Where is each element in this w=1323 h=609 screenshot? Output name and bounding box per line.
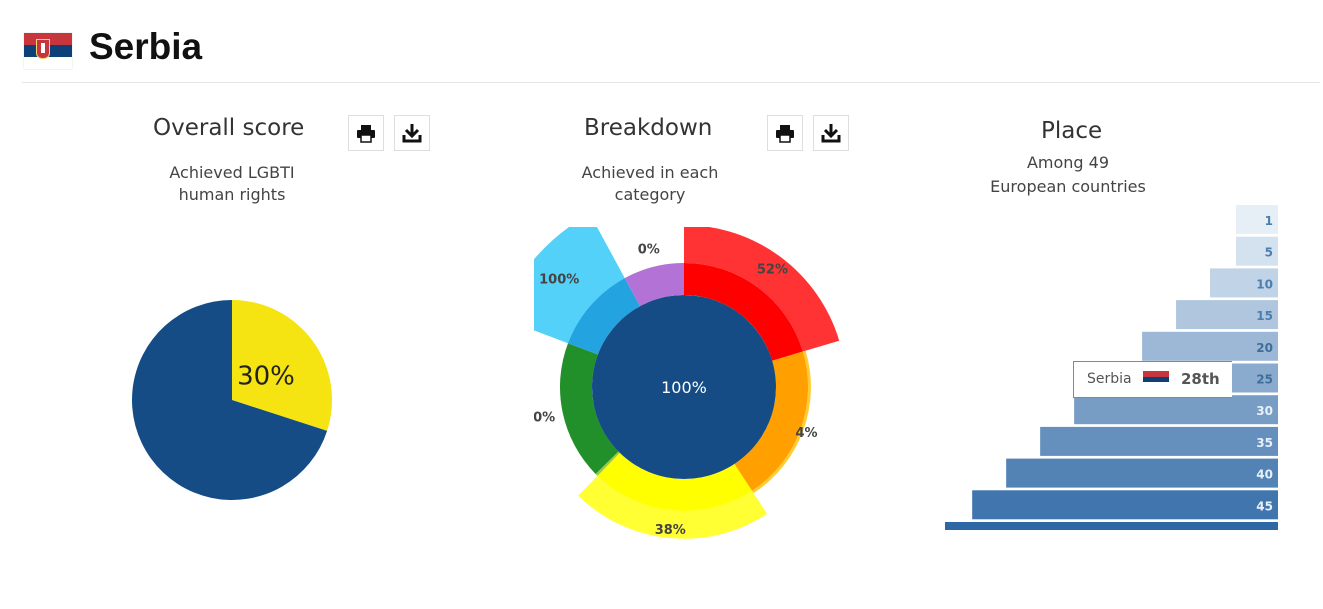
category-ring-segment-4 bbox=[560, 343, 619, 474]
rank-label: 35 bbox=[1256, 436, 1273, 450]
category-label-0: 52% bbox=[757, 262, 788, 277]
rank-label: 30 bbox=[1256, 404, 1273, 418]
category-label-4: 0% bbox=[534, 411, 555, 426]
overall-subtitle-line2: human rights bbox=[178, 185, 286, 204]
rank-label: 5 bbox=[1265, 246, 1273, 260]
tooltip-country: Serbia bbox=[1087, 371, 1132, 387]
category-achieved-wedge-1 bbox=[751, 350, 811, 494]
place-subtitle-line1: Among 49 bbox=[1026, 153, 1110, 172]
overall-score-title: Overall score bbox=[153, 115, 305, 141]
breakdown-center-label: 100% bbox=[661, 378, 707, 397]
rank-bar-15 bbox=[1176, 300, 1278, 330]
rank-label: 1 bbox=[1265, 214, 1273, 228]
category-ring-segment-2 bbox=[597, 452, 752, 511]
rank-label: 15 bbox=[1256, 309, 1273, 323]
pie-slice-label: 30% bbox=[237, 361, 295, 391]
print-button[interactable] bbox=[348, 115, 384, 151]
breakdown-subtitle-line2: category bbox=[614, 185, 686, 204]
place-title: Place bbox=[1041, 118, 1103, 144]
page-title: Serbia bbox=[89, 26, 203, 67]
rank-label: 10 bbox=[1256, 277, 1273, 291]
breakdown-title: Breakdown bbox=[584, 115, 713, 141]
page-header: Serbia bbox=[22, 20, 1320, 83]
category-ring-segment-0 bbox=[684, 263, 803, 361]
rank-label: 40 bbox=[1256, 468, 1273, 482]
category-label-2: 38% bbox=[655, 523, 686, 538]
breakdown-center bbox=[592, 295, 776, 479]
pie-slice-1 bbox=[131, 300, 328, 500]
rank-bar-35 bbox=[1040, 426, 1278, 456]
category-achieved-wedge-2 bbox=[578, 475, 768, 539]
download-icon bbox=[402, 124, 422, 143]
rank-bar-5 bbox=[1236, 236, 1278, 266]
category-ring-segment-6 bbox=[624, 263, 684, 307]
rank-bar-20 bbox=[1142, 331, 1278, 361]
breakdown-print-button[interactable] bbox=[767, 115, 803, 151]
place-subtitle-line2: European countries bbox=[990, 177, 1146, 196]
print-icon bbox=[357, 125, 375, 143]
pie-slice-0 bbox=[232, 300, 332, 431]
rank-bar-40 bbox=[1006, 458, 1278, 488]
overall-score-subtitle: Achieved LGBTI human rights bbox=[132, 162, 332, 206]
category-label-5: 100% bbox=[539, 272, 579, 287]
breakdown-download-button[interactable] bbox=[813, 115, 849, 151]
category-label-6: 0% bbox=[638, 242, 660, 257]
serbia-flag-icon bbox=[24, 33, 72, 69]
category-ring-segment-5 bbox=[567, 278, 641, 355]
overall-subtitle-line1: Achieved LGBTI bbox=[169, 163, 295, 182]
download-icon bbox=[821, 124, 841, 143]
rank-bar-30 bbox=[1074, 395, 1278, 425]
print-icon bbox=[776, 125, 794, 143]
category-ring-segment-3 bbox=[595, 451, 620, 476]
tooltip-rank: 28th bbox=[1181, 370, 1220, 388]
rank-bar-45 bbox=[972, 490, 1278, 520]
rank-bar-1 bbox=[1236, 205, 1278, 234]
breakdown-subtitle: Achieved in each category bbox=[550, 162, 750, 206]
category-label-1: 4% bbox=[795, 426, 817, 441]
breakdown-subtitle-line1: Achieved in each bbox=[581, 163, 719, 182]
place-subtitle: Among 49 European countries bbox=[968, 151, 1168, 199]
category-ring-segment-1 bbox=[734, 351, 808, 491]
rank-tooltip: Serbia 28th bbox=[1073, 361, 1248, 398]
rank-label: 25 bbox=[1256, 373, 1273, 387]
download-button[interactable] bbox=[394, 115, 430, 151]
category-achieved-wedge-0 bbox=[684, 227, 840, 352]
rank-bar-10 bbox=[1210, 268, 1278, 298]
rank-bar-49 bbox=[945, 522, 1278, 530]
serbia-flag-icon bbox=[1143, 371, 1169, 388]
breakdown-polar-chart: 100% 52% 4% 38% 0% 100% 0% bbox=[534, 227, 840, 539]
rank-label: 45 bbox=[1256, 499, 1273, 513]
category-achieved-wedge-5 bbox=[534, 227, 625, 344]
rank-label: 20 bbox=[1256, 341, 1273, 355]
overall-score-pie-chart: 30% bbox=[131, 300, 332, 500]
